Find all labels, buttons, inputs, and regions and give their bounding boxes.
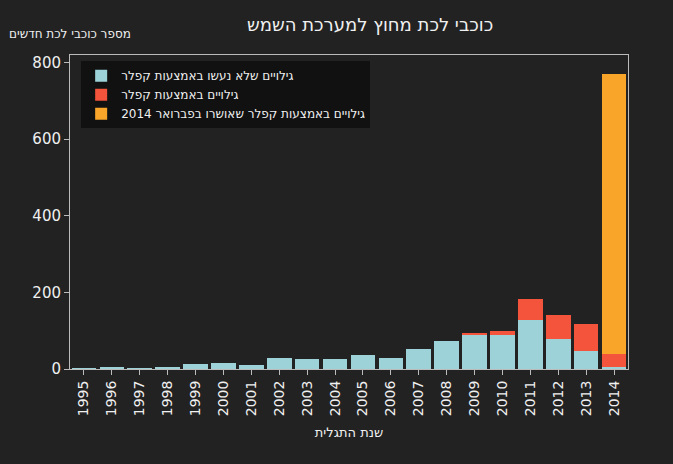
svg-text:2010: 2010 bbox=[494, 381, 510, 417]
svg-text:2001: 2001 bbox=[243, 381, 259, 417]
svg-text:2003: 2003 bbox=[299, 381, 315, 417]
svg-text:גילויים שלא נעשו באמצעות קפלר: גילויים שלא נעשו באמצעות קפלר bbox=[121, 69, 293, 83]
svg-text:600: 600 bbox=[32, 130, 61, 148]
svg-text:1995: 1995 bbox=[76, 381, 92, 417]
svg-text:1996: 1996 bbox=[103, 381, 119, 417]
svg-text:2005: 2005 bbox=[355, 381, 371, 417]
svg-text:2006: 2006 bbox=[382, 381, 398, 417]
svg-text:2000: 2000 bbox=[215, 381, 231, 417]
svg-text:כוכבי לכת מחוץ למערכת השמש: כוכבי לכת מחוץ למערכת השמש bbox=[247, 14, 493, 35]
svg-text:גילויים באמצעות קפלר: גילויים באמצעות קפלר bbox=[121, 88, 238, 102]
svg-text:0: 0 bbox=[51, 360, 61, 378]
svg-text:1998: 1998 bbox=[159, 381, 175, 417]
svg-text:200: 200 bbox=[32, 284, 61, 302]
svg-text:2014: 2014 bbox=[606, 381, 622, 417]
svg-text:2007: 2007 bbox=[410, 381, 426, 417]
svg-text:גילויים באמצעות קפלר שאושרו בפ: גילויים באמצעות קפלר שאושרו בפברואר 2014 bbox=[121, 107, 365, 121]
svg-text:2013: 2013 bbox=[578, 381, 594, 417]
svg-text:2011: 2011 bbox=[522, 381, 538, 417]
svg-text:400: 400 bbox=[32, 207, 61, 225]
svg-text:2012: 2012 bbox=[550, 381, 566, 417]
svg-text:מספר כוכבי לכת חדשים: מספר כוכבי לכת חדשים bbox=[9, 27, 131, 41]
svg-text:2004: 2004 bbox=[327, 381, 343, 417]
svg-text:800: 800 bbox=[32, 54, 61, 72]
svg-text:2002: 2002 bbox=[271, 381, 287, 417]
svg-text:1999: 1999 bbox=[187, 381, 203, 417]
svg-text:2009: 2009 bbox=[466, 381, 482, 417]
svg-text:1997: 1997 bbox=[131, 381, 147, 417]
svg-text:2008: 2008 bbox=[438, 381, 454, 417]
svg-text:שנת התגלית: שנת התגלית bbox=[315, 425, 383, 440]
